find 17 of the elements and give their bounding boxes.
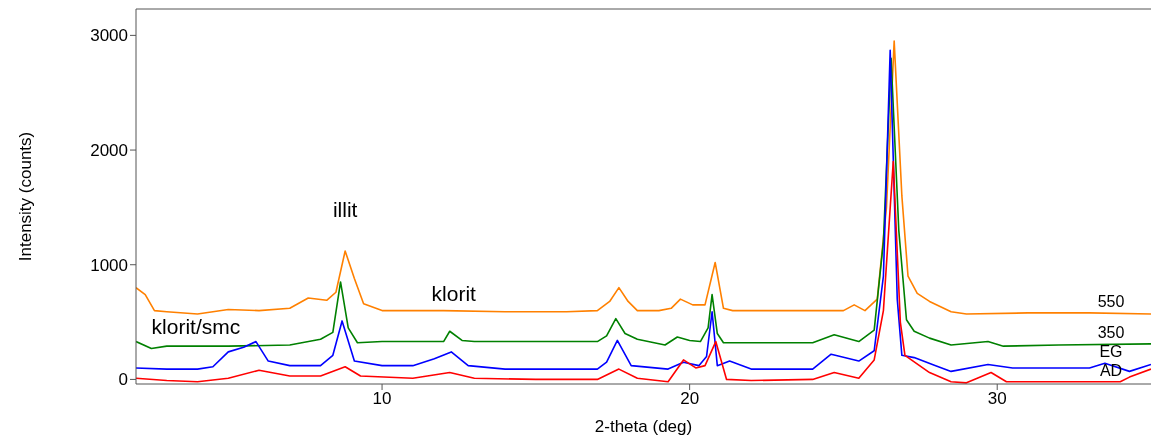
annotation: klorit [431, 282, 477, 306]
series-label: 350 [1097, 323, 1125, 341]
x-tick-label: 20 [680, 389, 700, 409]
y-tick-label: 2000 [90, 141, 128, 161]
series-label: AD [1099, 361, 1123, 379]
y-tick-label: 0 [118, 370, 128, 390]
y-tick-label: 1000 [90, 255, 128, 275]
line-series [136, 40, 1151, 315]
annotation: illit [332, 197, 358, 221]
series-label: EG [1099, 343, 1123, 361]
x-axis-title: 2-theta (deg) [594, 417, 693, 436]
x-tick-label: 10 [372, 389, 392, 409]
y-tick-label: 3000 [90, 26, 128, 46]
y-axis-title: Intensity (counts) [16, 131, 36, 262]
annotation: klorit/smc [151, 314, 241, 338]
x-tick-label: 30 [987, 389, 1007, 409]
series-label: 550 [1097, 292, 1125, 310]
